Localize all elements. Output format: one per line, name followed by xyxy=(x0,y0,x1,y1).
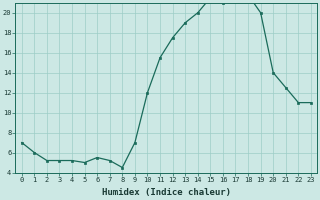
X-axis label: Humidex (Indice chaleur): Humidex (Indice chaleur) xyxy=(102,188,231,197)
